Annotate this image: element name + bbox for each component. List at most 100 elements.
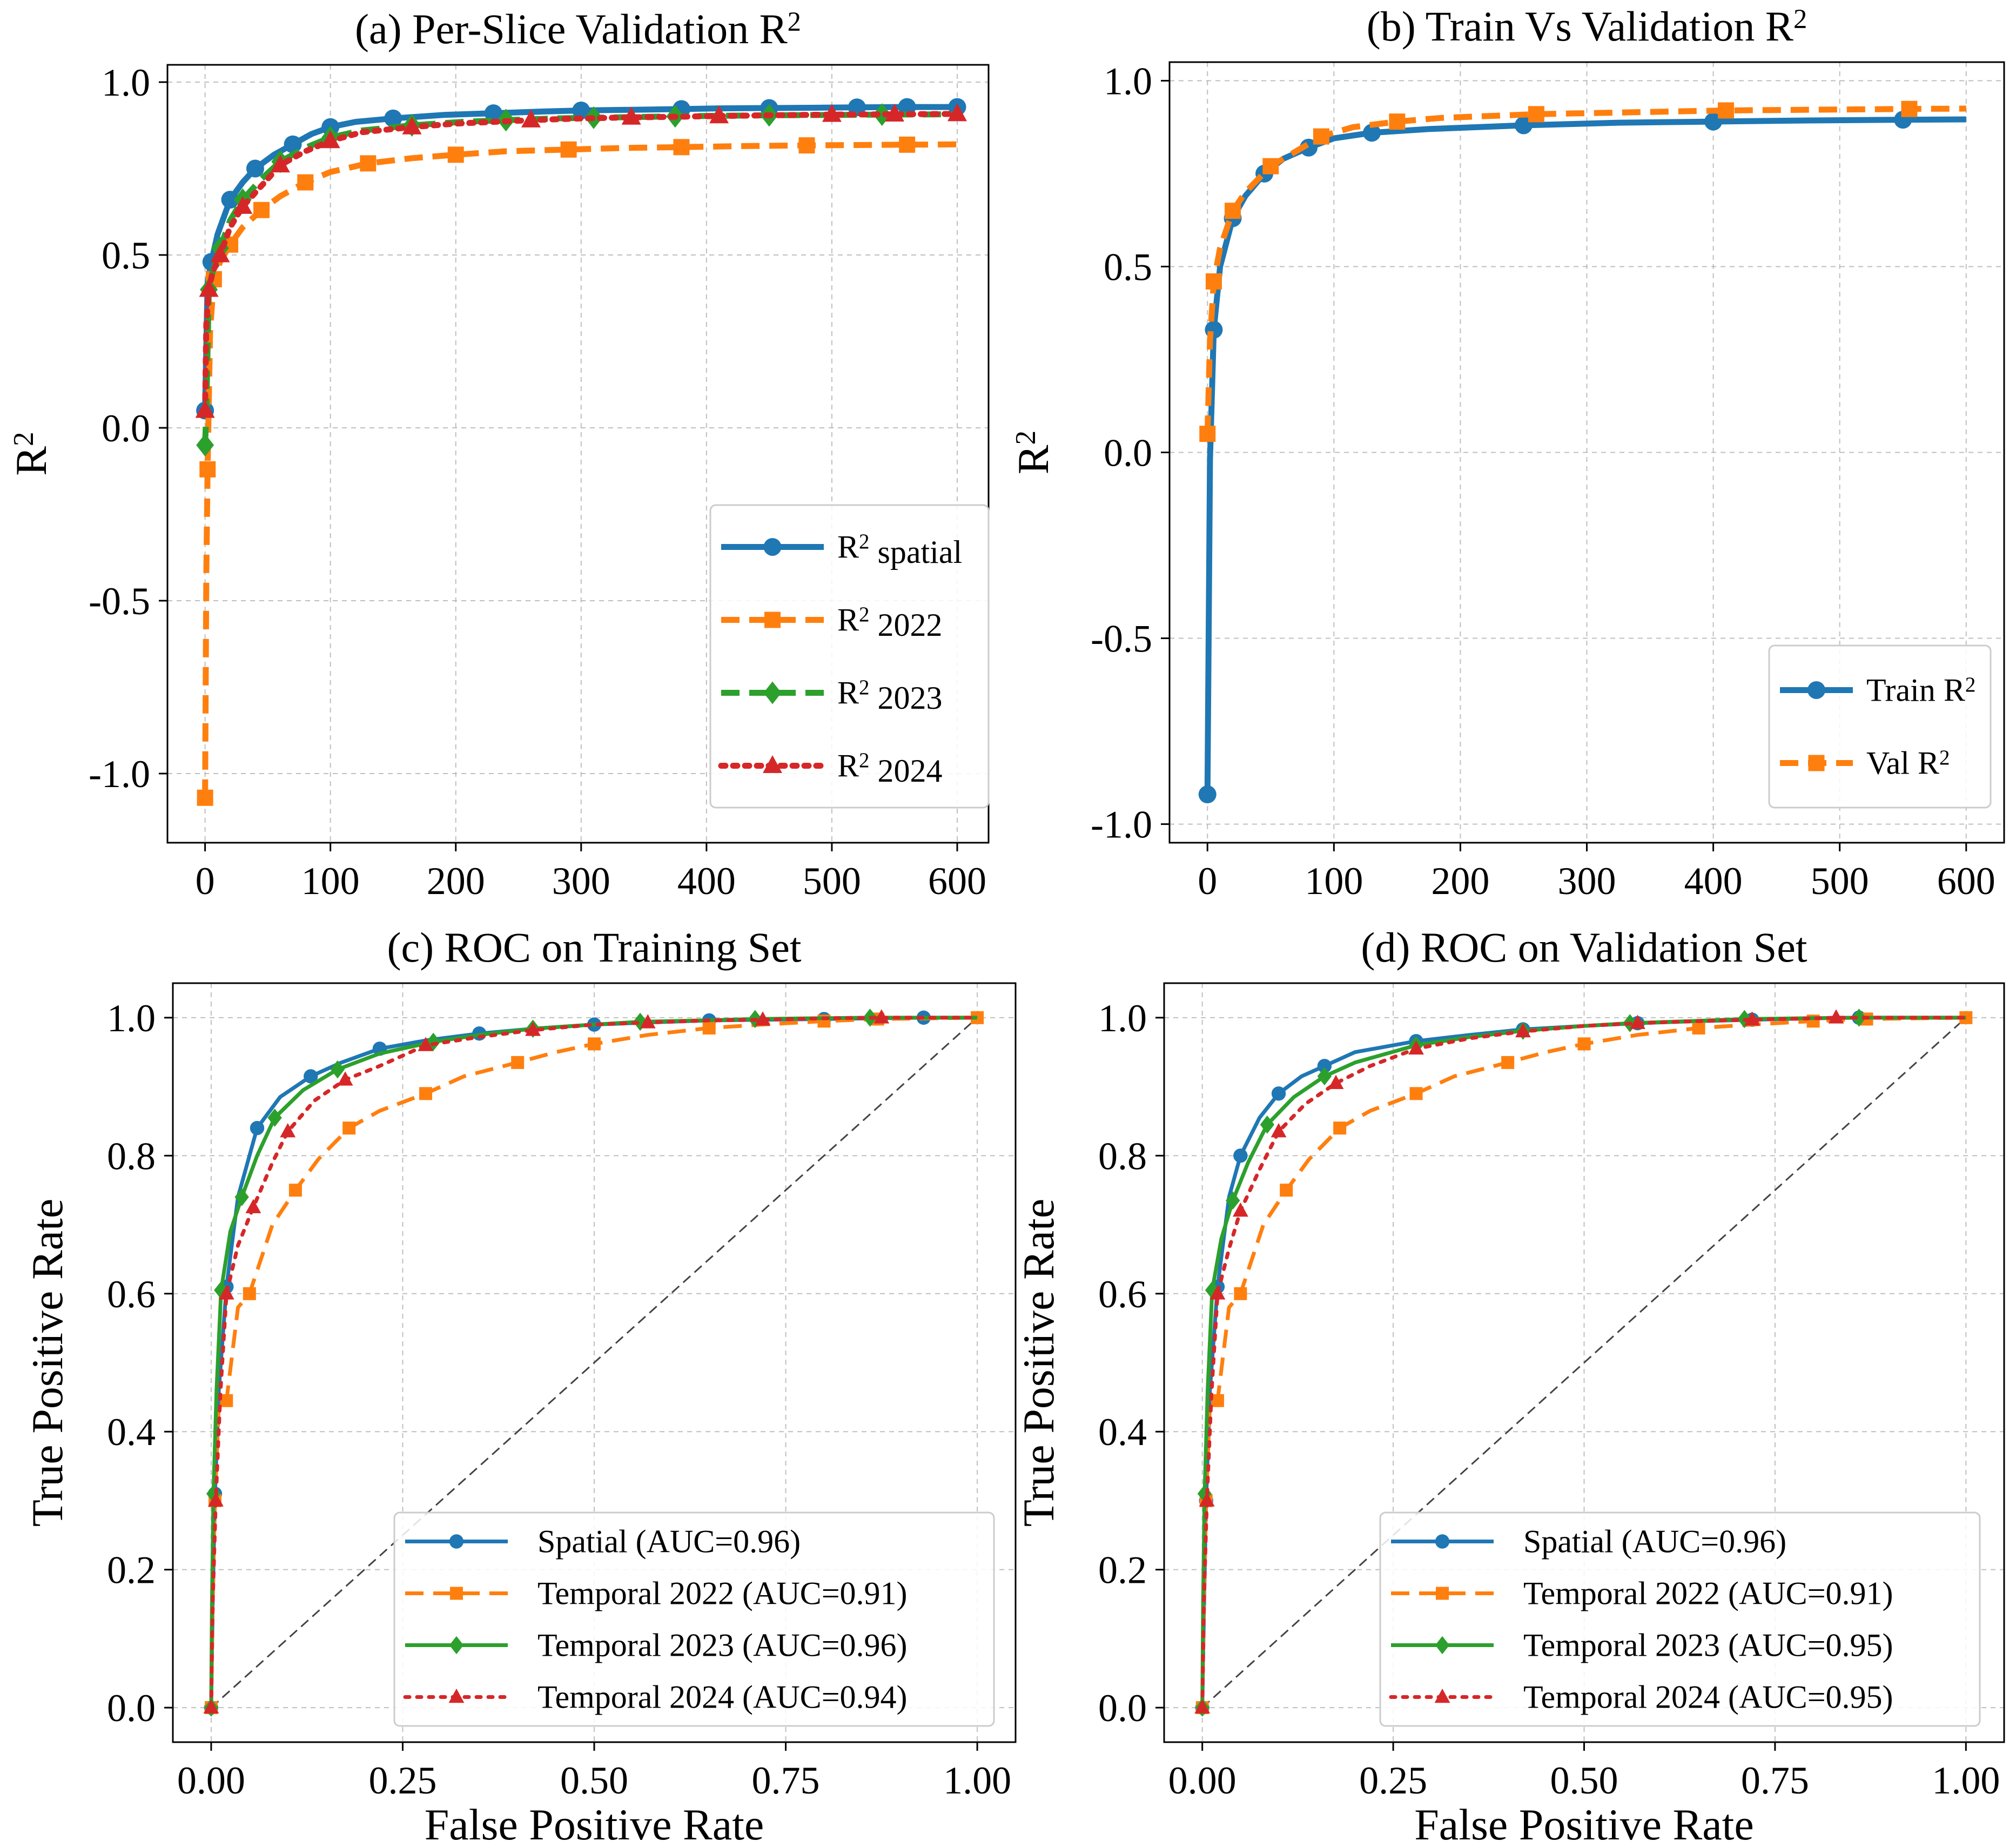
data-point-d-1-4 [1211,1394,1224,1407]
data-point-c-1-12 [419,1087,432,1100]
y-tick-label: 0.6 [107,1273,156,1316]
data-point-c-3-20 [873,1009,890,1024]
x-tick-label: 600 [1937,859,1995,903]
data-point-d-3-10 [1328,1074,1344,1090]
data-point-d-2-20 [1852,1009,1866,1027]
data-point-d-2-4 [1205,1281,1220,1300]
plot-frame [1163,982,2005,1743]
y-tick-label: 1.0 [1104,59,1152,103]
data-point-a-1-12 [360,155,377,172]
data-point-d-3-18 [1744,1011,1760,1026]
legend-marker [449,1534,464,1549]
data-point-d-3-16 [1630,1014,1645,1029]
data-point-d-2-8 [1260,1116,1275,1134]
y-tick-label: -1.0 [1091,803,1152,846]
y-tick-label: 0.5 [1104,245,1152,288]
y-axis-label: R2 [6,432,56,475]
data-point-d-1-14 [1501,1056,1515,1069]
data-point-a-1-16 [560,141,577,158]
data-point-c-3-2 [208,1492,224,1507]
data-point-a-3-14 [521,109,541,127]
data-point-d-0-8 [1271,1086,1286,1101]
chart-title: (a) Per-Slice Validation R2 [355,5,801,52]
x-tick-label: 1.00 [943,1759,1011,1802]
data-point-d-1-18 [1692,1022,1705,1035]
y-tick-label: -0.5 [1091,617,1152,661]
data-point-a-1-20 [798,137,815,154]
legend-label: R2 2023 [837,675,943,716]
x-tick-label: 500 [803,859,861,903]
data-point-a-3-18 [709,105,729,124]
data-point-a-1-10 [297,174,314,191]
y-tick-label: 0.6 [1098,1273,1147,1316]
data-point-a-0-14 [484,104,502,123]
data-point-c-1-6 [243,1287,256,1300]
x-tick-label: 0.00 [177,1759,245,1802]
data-point-b-0-10 [1363,124,1381,142]
legend-b: Train R2 Val R2 [1768,644,1992,809]
data-point-b-1-6 [1262,158,1279,174]
reference-diagonal [210,1017,978,1709]
x-tick-label: 500 [1811,859,1869,903]
legend-box [1768,644,1992,809]
data-point-b-0-0 [1198,785,1217,804]
y-axis-label: True Positive Rate [23,1199,72,1527]
data-point-d-2-6 [1226,1191,1240,1210]
data-point-b-1-8 [1313,128,1329,145]
plot-area [203,1009,984,1717]
x-tick-label: 0.50 [560,1759,628,1802]
data-point-b-1-16 [1901,100,1918,117]
legend-label: Temporal 2024 (AUC=0.94) [537,1679,908,1715]
data-point-d-3-4 [1209,1285,1226,1300]
data-point-d-2-10 [1317,1067,1332,1086]
legend-label: Temporal 2022 (AUC=0.91) [537,1576,908,1611]
plot-frame [166,64,990,844]
data-point-a-1-8 [253,201,270,218]
data-point-b-1-0 [1199,426,1216,442]
data-point-d-1-6 [1234,1287,1247,1300]
series-line-d-2 [1200,1016,1966,1708]
legend-label: Temporal 2024 (AUC=0.95) [1523,1679,1893,1715]
y-tick-label: 0.0 [107,1687,156,1730]
plot-area [195,98,967,806]
plot-area [1198,100,1966,804]
data-point-a-3-22 [947,103,967,122]
x-tick-label: 200 [427,859,485,903]
data-point-d-2-2 [1197,1484,1212,1503]
data-point-d-3-2 [1199,1492,1215,1507]
data-point-c-3-4 [218,1285,234,1300]
data-point-d-0-6 [1233,1148,1248,1163]
data-point-c-2-8 [267,1108,282,1127]
data-point-a-1-14 [447,146,464,163]
x-tick-label: 1.00 [1932,1759,2000,1802]
x-tick-label: 600 [928,859,986,903]
x-tick-label: 0.50 [1550,1759,1618,1802]
data-point-c-1-14 [511,1056,525,1069]
plot-area [1194,1009,1973,1717]
data-point-c-1-16 [588,1037,601,1051]
data-point-a-3-10 [320,130,340,149]
y-tick-label: 0.0 [1098,1687,1147,1730]
x-tick-label: 0.75 [752,1759,820,1802]
legend-box [1379,1511,1981,1727]
legend-marker [1435,1636,1450,1655]
series-line-b-1 [1204,105,1966,434]
legend-marker [1434,1688,1450,1703]
data-point-d-1-10 [1333,1121,1347,1135]
chart-title: (c) ROC on Training Set [387,924,801,971]
x-axis-label: False Positive Rate [425,1800,764,1841]
data-point-c-3-16 [640,1014,656,1029]
data-point-a-3-4 [210,244,230,263]
data-point-c-3-14 [525,1022,541,1036]
legend-marker [763,755,782,773]
x-tick-label: 0.25 [368,1759,436,1802]
x-tick-label: 300 [1558,859,1616,903]
data-point-a-3-0 [195,400,215,418]
data-point-c-1-4 [220,1394,233,1407]
data-point-a-3-12 [402,116,422,135]
x-tick-label: 100 [301,859,360,903]
data-point-a-3-8 [270,154,290,173]
data-point-c-3-0 [203,1699,219,1714]
y-tick-label: 0.2 [107,1549,156,1592]
legend-label: Temporal 2023 (AUC=0.95) [1523,1628,1893,1663]
